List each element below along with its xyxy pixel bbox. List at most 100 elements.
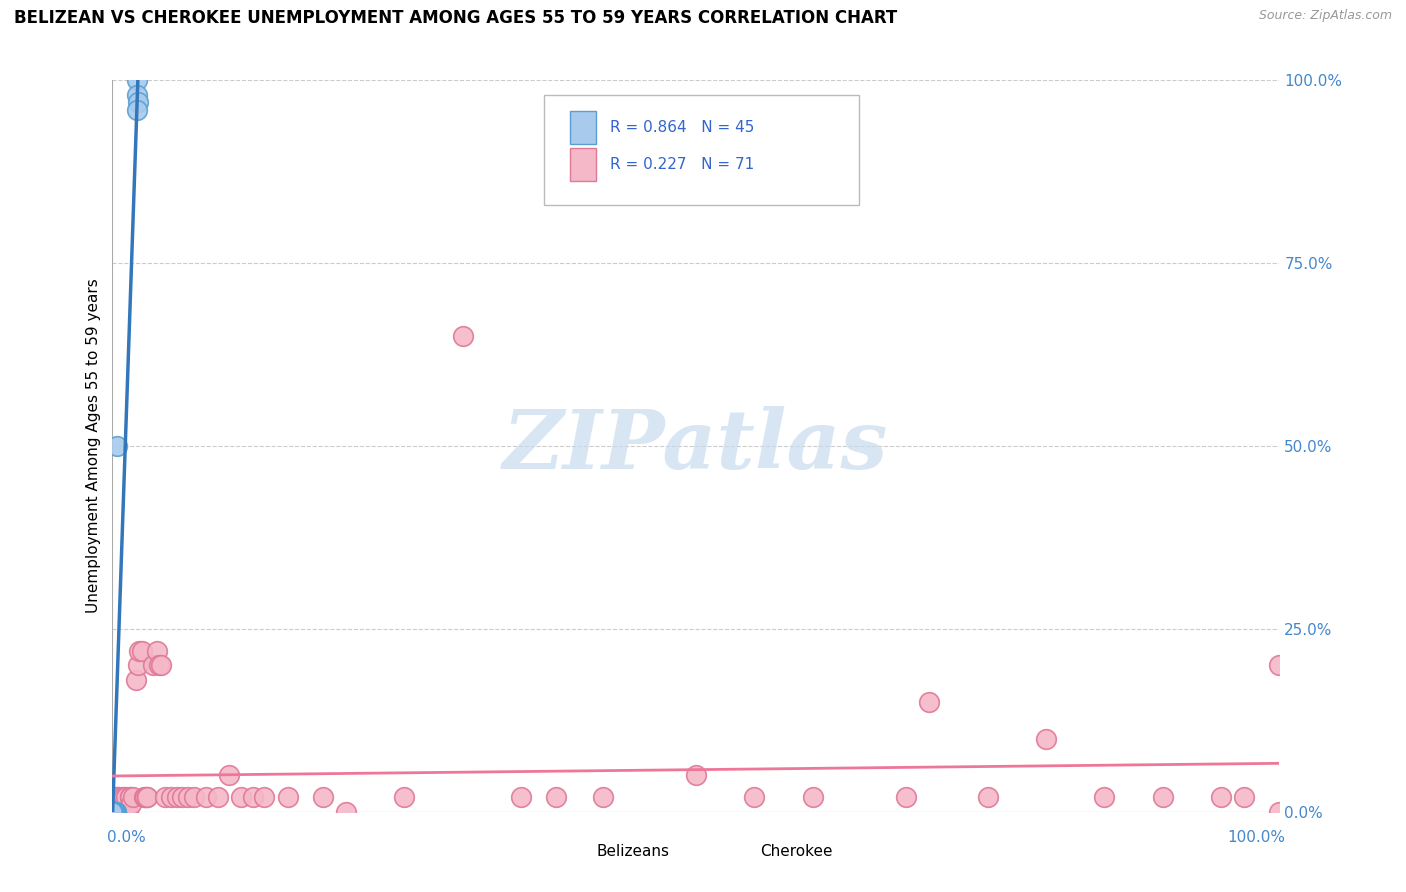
Bar [569, 112, 596, 145]
Point [103, 805, 125, 819]
Point [136, 790, 159, 805]
Point [101, 805, 124, 819]
Y-axis label: Unemployment Among Ages 55 to 59 years: Unemployment Among Ages 55 to 59 years [86, 278, 101, 614]
Point [101, 805, 124, 819]
Point [218, 768, 240, 782]
Point [451, 329, 474, 343]
Point [101, 797, 124, 812]
Point [101, 805, 124, 819]
Point [115, 790, 138, 805]
Point [101, 805, 124, 819]
Point [1209, 790, 1232, 805]
Point [101, 805, 124, 819]
Point [101, 805, 124, 819]
Point [276, 790, 298, 805]
Text: 100.0%: 100.0% [1227, 830, 1285, 845]
Point [125, 87, 148, 102]
Point [128, 644, 150, 658]
Point [101, 797, 124, 812]
Point [104, 805, 127, 819]
Point [101, 805, 124, 819]
Point [1035, 731, 1057, 746]
Point [101, 805, 124, 819]
Point [134, 790, 156, 805]
Point [1094, 790, 1116, 805]
Point [153, 790, 176, 805]
Point [101, 805, 124, 819]
Point [104, 790, 127, 805]
FancyBboxPatch shape [544, 95, 859, 204]
Point [253, 790, 276, 805]
Point [101, 805, 124, 819]
Point [101, 805, 124, 819]
Point [101, 805, 124, 819]
Point [101, 805, 124, 819]
Text: 0.0%: 0.0% [107, 830, 145, 845]
Point [101, 805, 124, 819]
Point [127, 658, 149, 673]
Point [101, 805, 124, 819]
Point [101, 805, 124, 819]
Point [1233, 790, 1256, 805]
Point [101, 805, 124, 819]
Point [125, 73, 148, 87]
Point [177, 790, 200, 805]
Point [146, 644, 169, 658]
Point [127, 95, 149, 110]
Point [101, 805, 124, 819]
Point [101, 805, 124, 819]
Point [104, 797, 127, 812]
Point [101, 805, 124, 819]
Point [194, 790, 217, 805]
Point [685, 768, 707, 782]
Point [976, 790, 998, 805]
Point [104, 805, 127, 819]
Text: ZIPatlas: ZIPatlas [503, 406, 889, 486]
Point [544, 790, 567, 805]
Point [311, 790, 333, 805]
Point [1152, 790, 1174, 805]
Point [117, 805, 139, 819]
Point [101, 805, 124, 819]
Text: R = 0.864   N = 45: R = 0.864 N = 45 [610, 120, 754, 136]
Point [207, 790, 229, 805]
Point [101, 805, 124, 819]
Point [394, 790, 416, 805]
Point [110, 797, 132, 812]
Point [101, 805, 124, 819]
Point [101, 805, 124, 819]
Point [509, 790, 531, 805]
Text: Source: ZipAtlas.com: Source: ZipAtlas.com [1258, 9, 1392, 22]
Point [132, 790, 155, 805]
Point [101, 790, 124, 805]
Point [744, 790, 766, 805]
Point [101, 805, 124, 819]
Point [131, 644, 153, 658]
Point [107, 790, 129, 805]
Point [101, 805, 124, 819]
Point [125, 103, 148, 117]
Point [118, 790, 141, 805]
Point [136, 790, 159, 805]
Point [918, 695, 941, 709]
Bar [569, 148, 596, 181]
Point [103, 805, 125, 819]
Point [166, 790, 188, 805]
Point [101, 805, 124, 819]
Point [150, 658, 173, 673]
Text: BELIZEAN VS CHEROKEE UNEMPLOYMENT AMONG AGES 55 TO 59 YEARS CORRELATION CHART: BELIZEAN VS CHEROKEE UNEMPLOYMENT AMONG … [14, 9, 897, 27]
Point [111, 790, 134, 805]
Text: R = 0.227   N = 71: R = 0.227 N = 71 [610, 157, 754, 172]
Point [1268, 805, 1291, 819]
Point [183, 790, 205, 805]
Point [108, 797, 131, 812]
Point [101, 805, 124, 819]
Point [142, 658, 165, 673]
Point [101, 805, 124, 819]
Point [101, 805, 124, 819]
Point [118, 790, 141, 805]
Point [1268, 658, 1291, 673]
Point [101, 805, 124, 819]
Point [112, 790, 135, 805]
Point [122, 790, 145, 805]
